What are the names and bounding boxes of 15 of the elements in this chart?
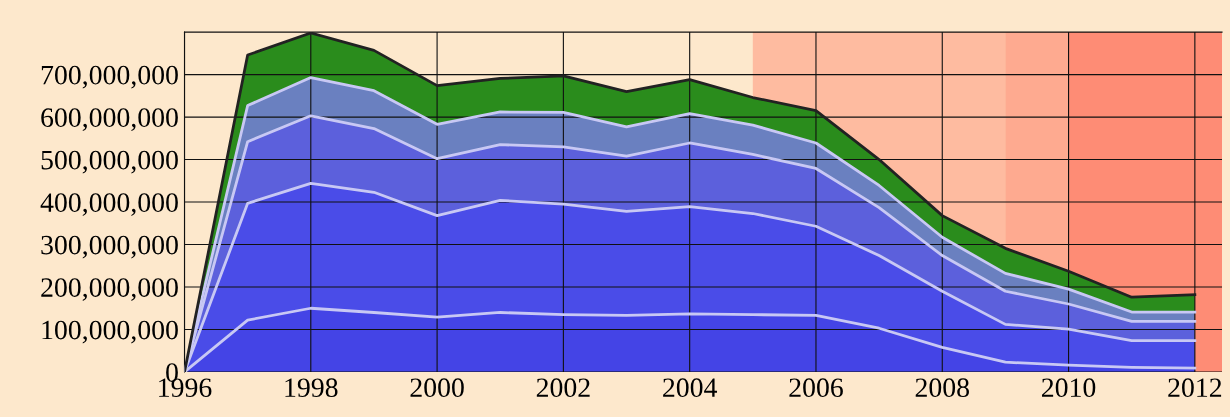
x-tick-label: 2008	[915, 378, 969, 398]
y-tick-label: 200,000,000	[41, 278, 178, 301]
y-tick-label: 100,000,000	[42, 320, 178, 344]
x-tick-label: 2006	[789, 378, 843, 398]
y-tick-label: 300,000,000	[41, 235, 178, 259]
x-tick-label: 2010	[1042, 378, 1096, 398]
x-tick-label: 2000	[410, 378, 464, 398]
x-tick-label: 2002	[536, 378, 590, 398]
y-tick-label: 700,000,000	[41, 65, 178, 89]
x-tick-label: 2012	[1168, 378, 1222, 398]
y-tick-label: 500,000,000	[41, 150, 178, 174]
x-tick-label: 2004	[663, 378, 718, 398]
x-tick-label: 1998	[285, 378, 338, 398]
y-tick-label: 400,000,000	[40, 193, 178, 216]
y-tick-label: 600,000,000	[41, 108, 178, 131]
